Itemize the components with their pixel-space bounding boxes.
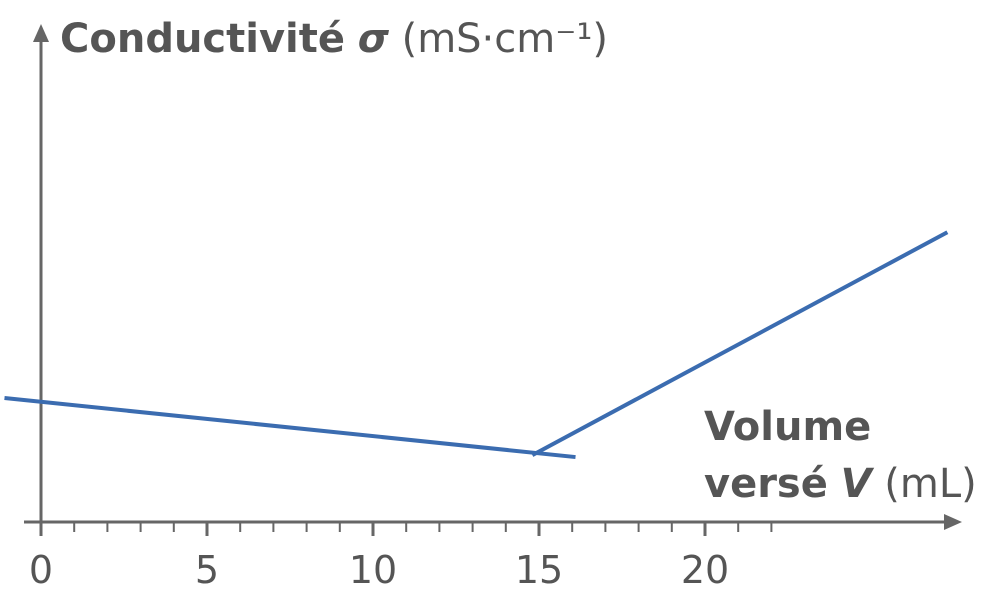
x-tick-label: 10 [349,548,397,592]
x-tick-label: 0 [29,548,53,592]
data-line [531,230,949,457]
x-axis-label: versé V (mL) [704,461,977,507]
x-tick-label: 20 [681,548,729,592]
y-label-text: Conductivité [60,16,345,62]
x-label-text: versé [704,461,828,507]
y-label-symbol: σ [358,16,390,62]
x-label-symbol: V [841,461,875,507]
y-axis-arrow [33,24,49,42]
x-axis-arrow [944,514,962,530]
x-tick-label: 15 [515,548,563,592]
x-label-unit: (mL) [884,461,976,507]
data-line [4,396,576,460]
y-label-unit: (mS·cm⁻¹) [402,16,608,62]
y-axis-label: Conductivité σ (mS·cm⁻¹) [60,16,608,62]
x-label-line1: Volume [704,404,871,450]
x-tick-label: 5 [195,548,219,592]
